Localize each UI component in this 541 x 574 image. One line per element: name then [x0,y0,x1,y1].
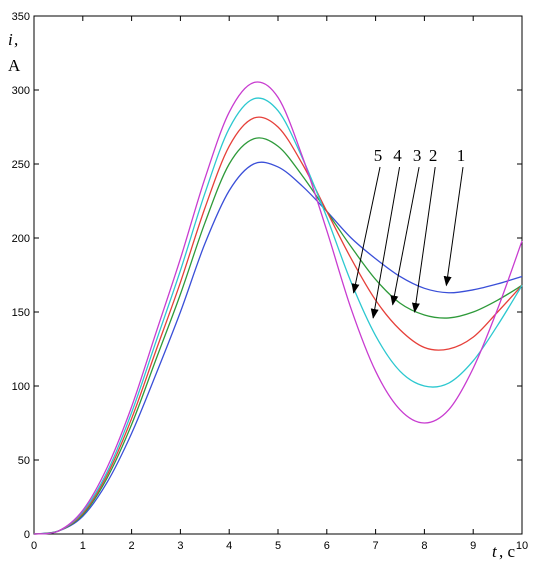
x-axis-label-unit: , c [499,542,516,561]
series-line-4 [33,97,523,535]
y-tick-label: 100 [12,381,30,393]
curve-label-5: 5 [374,146,383,165]
series-lines [33,81,523,535]
y-axis-label-unit: A [8,56,21,75]
plot-area-frame [33,15,523,535]
annotation-arrow-4 [370,166,401,319]
y-axis-ticks: 0 50 100 150 200 250 300 350 [12,11,522,541]
y-tick-label: 250 [12,159,30,171]
curve-label-4: 4 [393,146,402,165]
x-tick-label: 2 [129,540,135,552]
series-line-2 [33,137,523,535]
x-axis-label-var: t [492,542,498,561]
x-tick-label: 8 [421,540,427,552]
x-tick-label: 1 [80,540,86,552]
x-tick-label: 4 [226,540,232,552]
y-tick-label: 200 [12,233,30,245]
y-tick-label: 50 [18,455,30,467]
curve-label-1: 1 [457,146,466,165]
series-line-3 [33,116,523,535]
y-axis-label-var: i [8,30,13,49]
x-axis-ticks: 0 1 2 3 4 5 6 7 8 9 10 [31,16,528,552]
x-tick-label: 5 [275,540,281,552]
x-tick-label: 10 [516,540,528,552]
y-tick-label: 0 [24,529,30,541]
x-tick-label: 9 [470,540,476,552]
y-tick-label: 300 [12,85,30,97]
x-tick-label: 7 [373,540,379,552]
y-tick-label: 350 [12,11,30,23]
annotation-arrow-1 [443,166,464,287]
series-line-1 [33,161,523,535]
series-line-5 [33,81,523,535]
curve-label-2: 2 [429,146,438,165]
y-tick-label: 150 [12,307,30,319]
annotation-arrow-3 [390,166,420,306]
curve-label-3: 3 [413,146,422,165]
annotation-arrow-2 [411,166,436,313]
annotation-arrow-5 [351,166,381,294]
y-axis-label-comma: , [14,30,18,49]
x-tick-label: 6 [324,540,330,552]
x-tick-label: 3 [177,540,183,552]
x-tick-label: 0 [31,540,37,552]
